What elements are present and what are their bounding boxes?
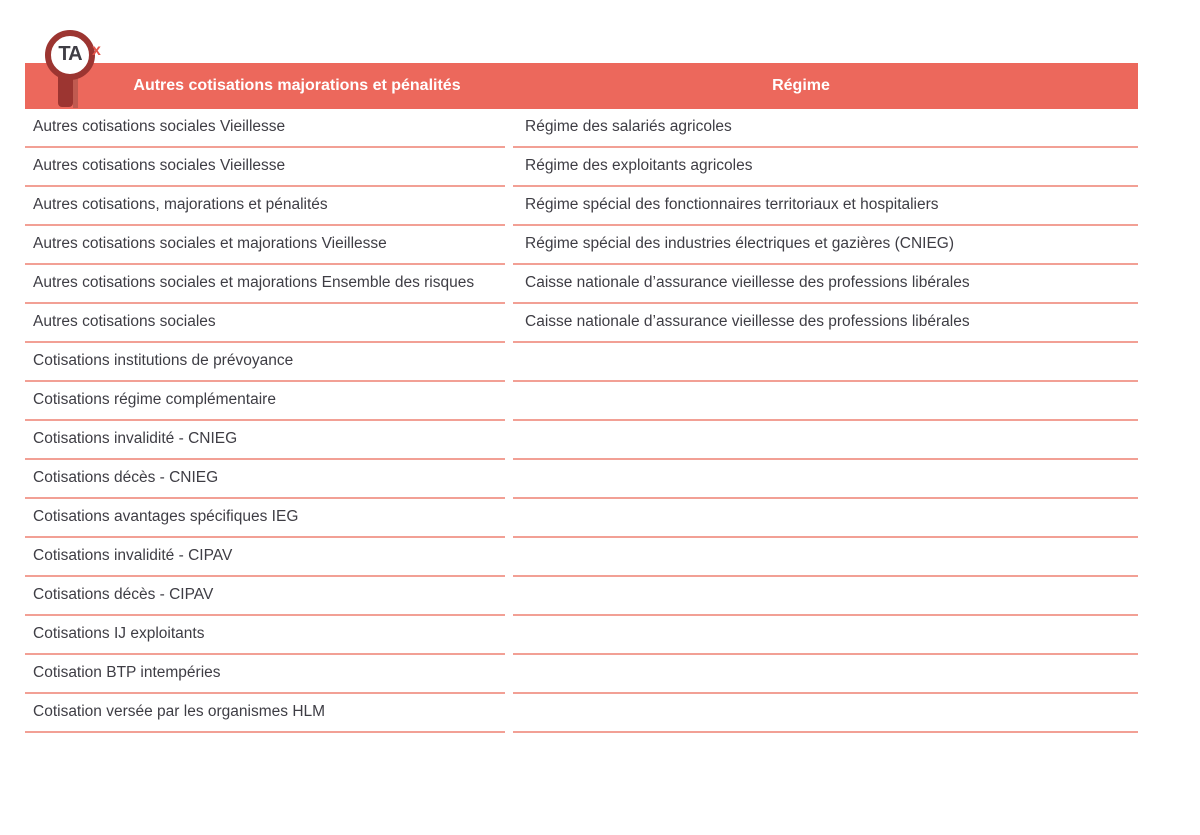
table-row-4-regime: Régime spécial des industries électrique… [513, 226, 1138, 265]
table-row-7-cotisation: Cotisations institutions de prévoyance [25, 343, 505, 382]
table-row-13-cotisation: Cotisations décès - CIPAV [25, 577, 505, 616]
magnifier-icon: TA [45, 30, 95, 80]
table-row-14-cotisation: Cotisations IJ exploitants [25, 616, 505, 655]
header-cell-regime: Régime [772, 77, 830, 94]
table-row-12-regime [513, 538, 1138, 577]
table-row-10-regime [513, 460, 1138, 499]
table-row-2-regime: Régime des exploitants agricoles [513, 148, 1138, 187]
table-row-6-cotisation: Autres cotisations sociales [25, 304, 505, 343]
table-row-15-regime [513, 655, 1138, 694]
table-row-12-cotisation: Cotisations invalidité - CIPAV [25, 538, 505, 577]
table-row-4-cotisation: Autres cotisations sociales et majoratio… [25, 226, 505, 265]
table-row-1-regime: Régime des salariés agricoles [513, 109, 1138, 148]
table-row-6-regime: Caisse nationale d’assurance vieillesse … [513, 304, 1138, 343]
table-row-8-cotisation: Cotisations régime complémentaire [25, 382, 505, 421]
tax-logo: TA x [0, 0, 160, 140]
table-row-11-regime [513, 499, 1138, 538]
magnifier-handle-shadow [73, 65, 78, 108]
table-row-9-cotisation: Cotisations invalidité - CNIEG [25, 421, 505, 460]
table-row-5-cotisation: Autres cotisations sociales et majoratio… [25, 265, 505, 304]
table-row-1-cotisation: Autres cotisations sociales Vieillesse [25, 109, 505, 148]
table-header: Autres cotisations majorations et pénali… [25, 63, 1138, 109]
table-row-15-cotisation: Cotisation BTP intempéries [25, 655, 505, 694]
table-row-13-regime [513, 577, 1138, 616]
table-row-2-cotisation: Autres cotisations sociales Vieillesse [25, 148, 505, 187]
table-row-8-regime [513, 382, 1138, 421]
table-row-10-cotisation: Cotisations décès - CNIEG [25, 460, 505, 499]
table-row-3-regime: Régime spécial des fonctionnaires territ… [513, 187, 1138, 226]
logo-lens-label: TA [58, 42, 82, 65]
header-cell-cotisations: Autres cotisations majorations et pénali… [133, 77, 461, 94]
table-row-7-regime [513, 343, 1138, 382]
table-row-16-cotisation: Cotisation versée par les organismes HLM [25, 694, 505, 733]
table-row-14-regime [513, 616, 1138, 655]
magnifier-handle-icon [58, 74, 73, 107]
table-row-16-regime [513, 694, 1138, 733]
logo-suffix: x [92, 42, 101, 59]
table-row-5-regime: Caisse nationale d’assurance vieillesse … [513, 265, 1138, 304]
table-row-3-cotisation: Autres cotisations, majorations et pénal… [25, 187, 505, 226]
table-body: Autres cotisations sociales Vieillesse Ré… [25, 109, 1138, 733]
table-row-11-cotisation: Cotisations avantages spécifiques IEG [25, 499, 505, 538]
table-row-9-regime [513, 421, 1138, 460]
